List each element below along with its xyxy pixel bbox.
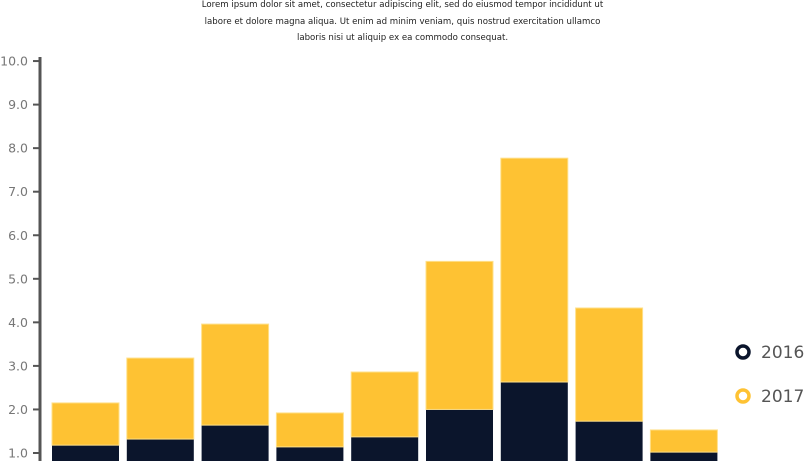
bar-2017-8 xyxy=(575,307,644,422)
bar-2017-7 xyxy=(500,157,569,383)
bar-2016-3 xyxy=(201,425,269,461)
legend-label-2017: 2017 xyxy=(761,387,804,407)
y-tick-label: 10.0 xyxy=(0,54,28,69)
bar-2016-4 xyxy=(276,446,344,461)
y-tick-label: 3.0 xyxy=(8,358,28,373)
description-line: labore et dolore magna aliqua. Ut enim a… xyxy=(204,16,601,27)
description-line: Lorem ipsum dolor sit amet, consectetur … xyxy=(201,0,604,10)
y-tick-label: 7.0 xyxy=(8,184,28,199)
bar-2016-5 xyxy=(351,436,419,461)
legend-marker-2017 xyxy=(735,388,751,404)
description-line: laboris nisi ut aliquip ex ea commodo co… xyxy=(296,33,509,43)
bar-2016-1 xyxy=(52,445,119,461)
bar-2016-2 xyxy=(126,439,194,461)
bar-2017-5 xyxy=(350,371,419,438)
legend-marker-2016 xyxy=(735,344,751,360)
y-tick-label: 2.0 xyxy=(8,402,28,417)
bar-2016-7 xyxy=(500,382,568,461)
y-tick-label: 8.0 xyxy=(8,141,28,156)
y-tick-label: 4.0 xyxy=(8,315,28,330)
bar-2016-6 xyxy=(426,409,493,461)
bar-2016-9 xyxy=(650,452,718,461)
bar-2017-6 xyxy=(425,260,494,410)
bar-2017-3 xyxy=(201,323,270,426)
y-tick-label: 5.0 xyxy=(8,271,28,286)
y-tick-label: 9.0 xyxy=(8,97,28,112)
bar-2017-4 xyxy=(275,412,344,448)
bar-2016-8 xyxy=(575,421,643,461)
chart-description: Lorem ipsum dolor sit amet, consectetur … xyxy=(0,0,805,47)
y-tick-label: 6.0 xyxy=(8,228,28,243)
y-tick-label: 1.0 xyxy=(8,446,28,461)
bar-2017-2 xyxy=(126,357,195,440)
bar-2017-1 xyxy=(51,402,120,446)
bar-2017-9 xyxy=(649,429,718,453)
legend-label-2016: 2016 xyxy=(761,343,804,363)
